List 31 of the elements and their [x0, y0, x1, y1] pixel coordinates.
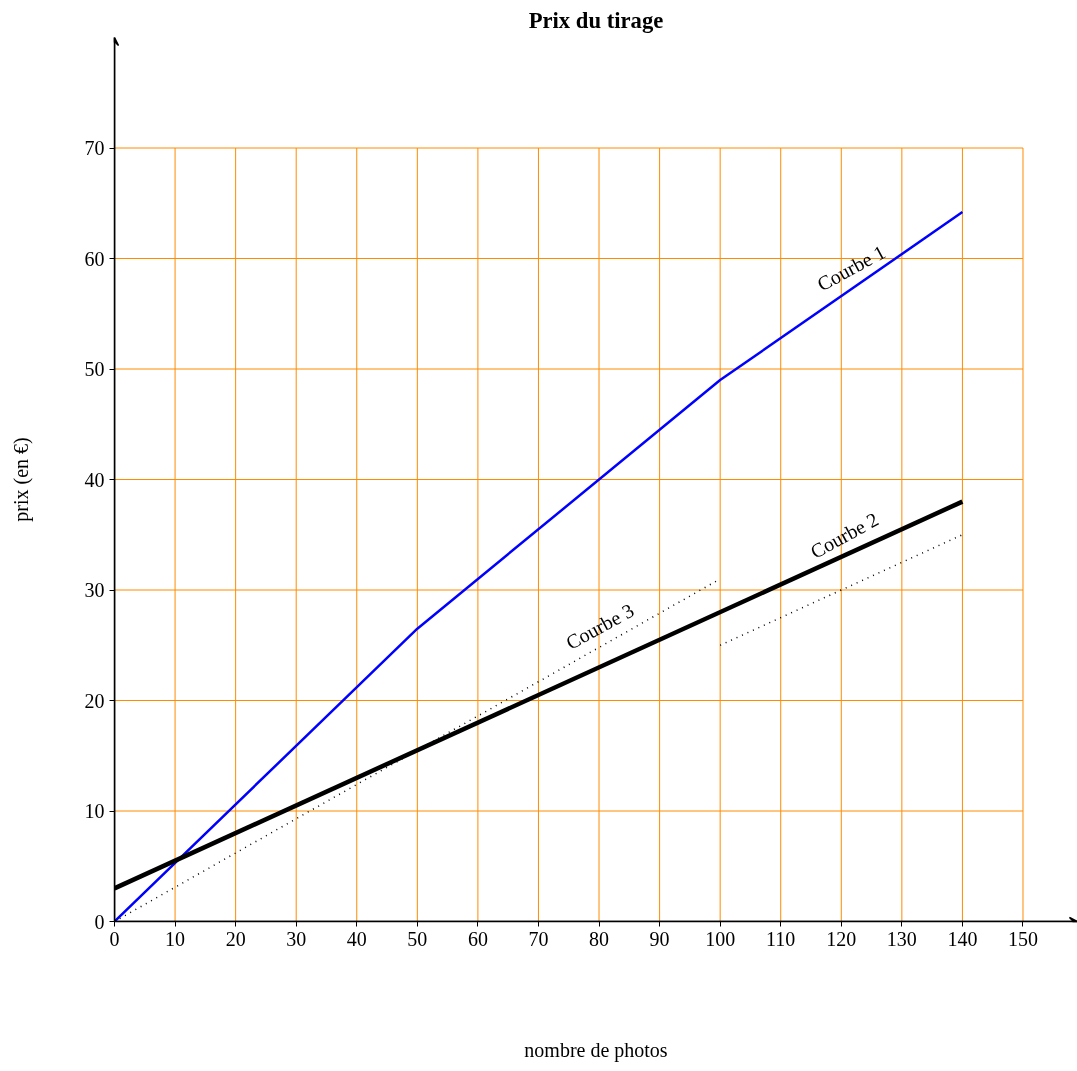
x-tick-label: 40	[346, 927, 367, 950]
y-tick-label: 20	[84, 689, 105, 712]
x-tick-label: 70	[528, 927, 549, 950]
x-tick-label: 140	[947, 927, 978, 950]
y-tick-label: 10	[84, 800, 105, 822]
text: Courbe 1	[813, 240, 889, 296]
y-tick-label: 50	[84, 358, 105, 380]
chart-title: Prix du tirage	[528, 7, 664, 33]
x-tick-label: 120	[826, 927, 857, 950]
y-axis-title: prix (en €)	[9, 437, 33, 522]
y-tick-label: 70	[84, 137, 105, 159]
x-tick-label: 50	[407, 927, 428, 950]
y-tick-label: 30	[84, 579, 105, 601]
x-tick-label: 110	[766, 927, 796, 950]
x-tick-label: 90	[649, 927, 670, 950]
line-series	[114, 210, 964, 922]
x-axis-title: nombre de photos	[524, 1038, 668, 1062]
x-tick-label: 30	[286, 927, 307, 950]
x-tick-label: 80	[589, 927, 610, 950]
text: Courbe 3	[562, 599, 638, 654]
text: Courbe 2	[806, 508, 883, 563]
x-tick-label: 0	[109, 927, 120, 950]
x-tick-label: 10	[165, 927, 186, 950]
y-tick-label: 0	[94, 910, 105, 933]
x-tick-label: 20	[225, 927, 246, 950]
x-tick-label: 60	[467, 927, 488, 950]
x-tick-label: 130	[886, 927, 917, 950]
x-tick-label: 100	[705, 927, 736, 950]
x-tick-label: 150	[1007, 927, 1038, 950]
y-tick-label: 60	[84, 247, 105, 270]
y-tick-label: 40	[84, 468, 105, 491]
